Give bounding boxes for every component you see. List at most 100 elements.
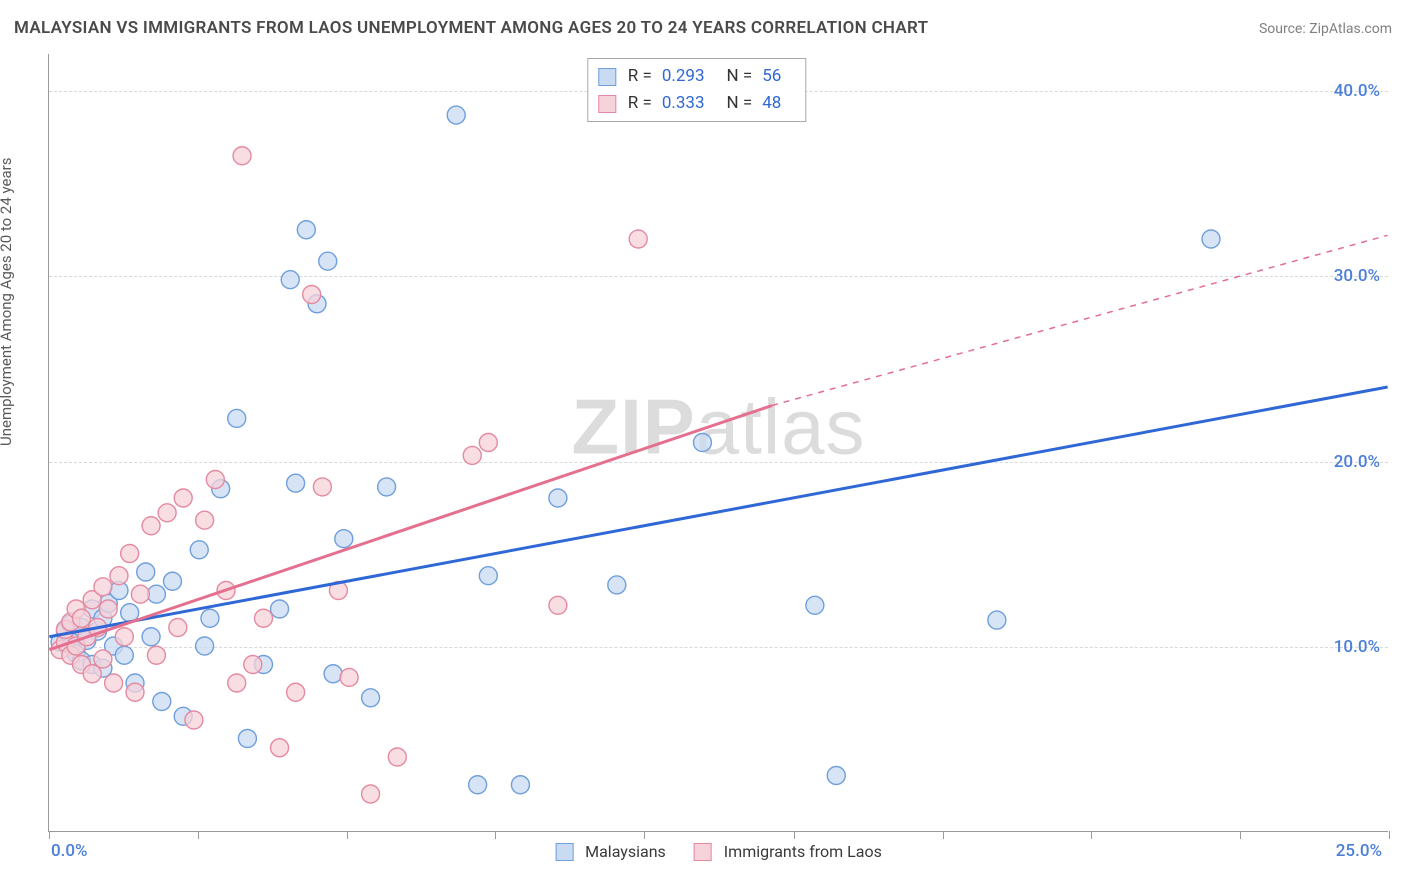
scatter-point xyxy=(335,530,353,548)
scatter-point xyxy=(287,474,305,492)
scatter-point xyxy=(158,504,176,522)
r-label: R = xyxy=(628,63,652,90)
scatter-point xyxy=(324,665,342,683)
r-label: R = xyxy=(628,90,652,117)
scatter-svg xyxy=(49,54,1388,831)
scatter-point xyxy=(147,646,165,664)
swatch-laos xyxy=(694,843,712,861)
scatter-point xyxy=(693,434,711,452)
scatter-point xyxy=(479,434,497,452)
scatter-point xyxy=(447,106,465,124)
scatter-point xyxy=(153,693,171,711)
trend-line-dashed xyxy=(772,235,1388,405)
scatter-point xyxy=(233,147,251,165)
x-origin-label: 0.0% xyxy=(51,841,88,861)
scatter-point xyxy=(244,656,262,674)
scatter-point xyxy=(313,478,331,496)
scatter-point xyxy=(185,711,203,729)
scatter-point xyxy=(163,572,181,590)
scatter-point xyxy=(72,609,90,627)
plot: ZIPatlas 10.0%20.0%30.0%40.0% 0.0% 25.0%… xyxy=(48,54,1388,832)
scatter-point xyxy=(806,596,824,614)
scatter-point xyxy=(126,683,144,701)
scatter-point xyxy=(228,409,246,427)
scatter-point xyxy=(196,637,214,655)
scatter-point xyxy=(549,489,567,507)
scatter-point xyxy=(169,619,187,637)
swatch-malaysians xyxy=(555,843,573,861)
scatter-point xyxy=(281,271,299,289)
scatter-point xyxy=(99,600,117,618)
scatter-point xyxy=(147,585,165,603)
scatter-point xyxy=(340,668,358,686)
x-tick xyxy=(495,831,496,839)
scatter-point xyxy=(511,776,529,794)
x-tick xyxy=(943,831,944,839)
scatter-point xyxy=(988,611,1006,629)
scatter-point xyxy=(629,230,647,248)
scatter-point xyxy=(319,252,337,270)
scatter-point xyxy=(1202,230,1220,248)
scatter-point xyxy=(479,567,497,585)
scatter-point xyxy=(271,600,289,618)
legend-item-malaysians: Malaysians xyxy=(555,842,666,861)
scatter-point xyxy=(378,478,396,496)
stats-row-malaysians: R = 0.293 N = 56 xyxy=(598,63,796,90)
stats-row-laos: R = 0.333 N = 48 xyxy=(598,90,796,117)
scatter-point xyxy=(206,471,224,489)
scatter-point xyxy=(362,785,380,803)
scatter-point xyxy=(469,776,487,794)
x-tick xyxy=(198,831,199,839)
legend-item-laos: Immigrants from Laos xyxy=(694,842,882,861)
scatter-point xyxy=(303,286,321,304)
scatter-point xyxy=(827,767,845,785)
x-tick xyxy=(794,831,795,839)
chart-title: MALAYSIAN VS IMMIGRANTS FROM LAOS UNEMPL… xyxy=(14,18,928,38)
series-legend: Malaysians Immigrants from Laos xyxy=(555,842,882,861)
scatter-point xyxy=(115,628,133,646)
scatter-point xyxy=(388,748,406,766)
x-tick xyxy=(1389,831,1390,839)
scatter-point xyxy=(142,517,160,535)
scatter-point xyxy=(201,609,219,627)
scatter-point xyxy=(287,683,305,701)
x-max-label: 25.0% xyxy=(1336,841,1382,861)
x-tick xyxy=(1240,831,1241,839)
scatter-point xyxy=(110,567,128,585)
x-tick xyxy=(1091,831,1092,839)
scatter-point xyxy=(608,576,626,594)
scatter-point xyxy=(190,541,208,559)
n-label: N = xyxy=(727,63,753,90)
scatter-point xyxy=(549,596,567,614)
scatter-point xyxy=(105,674,123,692)
stats-legend: R = 0.293 N = 56 R = 0.333 N = 48 xyxy=(587,58,807,122)
source-label: Source: ZipAtlas.com xyxy=(1259,21,1392,37)
scatter-point xyxy=(271,739,289,757)
x-tick xyxy=(347,831,348,839)
scatter-point xyxy=(94,650,112,668)
x-tick xyxy=(644,831,645,839)
scatter-point xyxy=(115,646,133,664)
n-value: 48 xyxy=(762,90,781,117)
scatter-point xyxy=(121,545,139,563)
scatter-point xyxy=(94,578,112,596)
scatter-point xyxy=(174,489,192,507)
scatter-point xyxy=(238,730,256,748)
swatch-laos xyxy=(598,95,616,113)
scatter-point xyxy=(137,563,155,581)
chart-area: ZIPatlas 10.0%20.0%30.0%40.0% 0.0% 25.0%… xyxy=(48,54,1388,832)
r-value: 0.333 xyxy=(662,90,705,117)
scatter-point xyxy=(297,221,315,239)
n-label: N = xyxy=(727,90,753,117)
r-value: 0.293 xyxy=(662,63,705,90)
x-tick xyxy=(49,831,50,839)
scatter-point xyxy=(463,446,481,464)
y-axis-label: Unemployment Among Ages 20 to 24 years xyxy=(0,158,15,446)
scatter-point xyxy=(362,689,380,707)
scatter-point xyxy=(228,674,246,692)
legend-label: Malaysians xyxy=(585,842,666,861)
scatter-point xyxy=(196,511,214,529)
scatter-point xyxy=(131,585,149,603)
scatter-point xyxy=(254,609,272,627)
scatter-point xyxy=(142,628,160,646)
